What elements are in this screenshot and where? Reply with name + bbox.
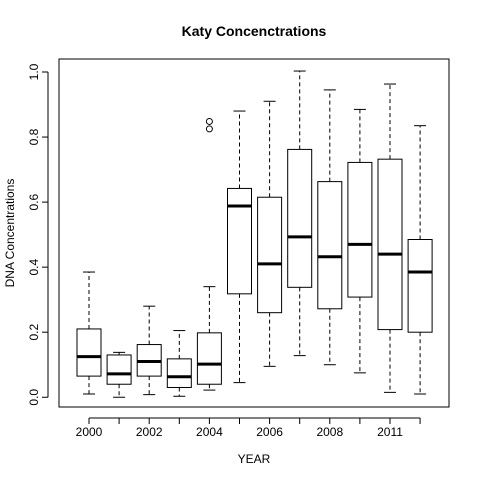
iqr-box	[407, 239, 433, 333]
x-axis: 2000 2002 2004 2006 2008 2011	[76, 417, 421, 439]
iqr-box	[257, 196, 283, 314]
outlier-point	[205, 117, 213, 125]
y-tick-label: 0.2	[27, 324, 41, 341]
box-2007	[287, 70, 313, 357]
iqr-box	[317, 181, 343, 310]
iqr-box	[287, 148, 313, 288]
outlier-point	[205, 125, 213, 133]
y-tick-label: 0.4	[27, 258, 41, 275]
x-tick-label: 2006	[256, 425, 283, 439]
chart-title: Katy Concenctrations	[182, 23, 327, 39]
y-tick-label: 0.6	[27, 193, 41, 210]
box-2002	[136, 305, 162, 396]
box-2011	[377, 83, 403, 393]
iqr-box	[377, 158, 403, 331]
y-tick-label: 0.0	[27, 389, 41, 406]
iqr-box	[347, 161, 373, 298]
iqr-box	[106, 354, 132, 385]
iqr-box	[227, 187, 252, 295]
iqr-box	[76, 328, 102, 377]
iqr-box	[166, 358, 192, 388]
plot-frame	[58, 58, 450, 408]
x-tick-label: 2011	[377, 425, 403, 439]
box-2003	[166, 330, 192, 397]
x-tick-label: 2004	[196, 425, 223, 439]
box-2000	[76, 271, 102, 395]
box-2006	[257, 100, 283, 367]
y-axis: 0.0 0.2 0.4 0.6 0.8 1.0	[27, 63, 49, 406]
y-axis-label: DNA Concentrations	[3, 179, 17, 288]
y-tick-label: 0.8	[27, 128, 41, 145]
iqr-box	[196, 332, 222, 385]
x-axis-label: YEAR	[238, 452, 271, 466]
box-2004	[196, 117, 222, 391]
x-tick-label: 2008	[316, 425, 343, 439]
box-2005	[227, 110, 252, 384]
box-2012	[407, 125, 433, 395]
boxes	[76, 70, 433, 398]
box-2001	[106, 351, 132, 398]
x-tick-label: 2000	[76, 425, 103, 439]
x-tick-label: 2002	[136, 425, 163, 439]
y-tick-label: 1.0	[27, 63, 41, 80]
box-2008	[317, 89, 343, 366]
box-2009	[347, 108, 373, 374]
